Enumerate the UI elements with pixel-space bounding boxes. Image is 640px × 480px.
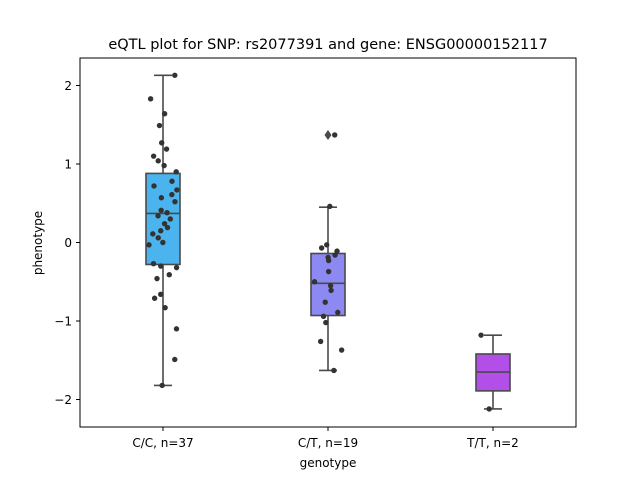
y-tick-label: −1 [54, 315, 72, 329]
data-point [155, 158, 161, 164]
box-group-3 [475, 334, 511, 410]
data-point [318, 245, 325, 251]
x-axis-label: genotype [300, 456, 357, 470]
data-point [327, 282, 334, 289]
data-point [154, 275, 160, 282]
iqr-box [310, 252, 346, 317]
data-point [167, 216, 173, 222]
data-point [331, 367, 337, 374]
data-point [335, 309, 341, 316]
data-point [158, 140, 165, 146]
data-point [325, 257, 332, 264]
data-point [320, 313, 327, 319]
chart-title: eQTL plot for SNP: rs2077391 and gene: E… [108, 37, 547, 53]
data-point [332, 252, 338, 258]
data-point [328, 287, 334, 294]
data-point [164, 209, 170, 216]
y-tick-label: 0 [64, 236, 72, 250]
data-point [478, 332, 484, 338]
data-point [317, 338, 324, 345]
data-point [158, 228, 164, 234]
x-tick-label: C/C, n=37 [132, 436, 193, 450]
data-point [173, 169, 179, 175]
data-point [172, 198, 178, 205]
data-point [160, 239, 166, 246]
data-point [158, 195, 165, 201]
y-tick-label: 1 [64, 157, 72, 171]
data-point [332, 132, 338, 138]
data-point [323, 319, 329, 326]
data-point [156, 122, 163, 129]
x-tick-label: T/T, n=2 [466, 436, 519, 450]
data-point [172, 356, 178, 363]
data-point [311, 279, 318, 285]
data-point [327, 203, 333, 210]
y-tick-label: 2 [64, 79, 72, 93]
data-point [146, 242, 152, 248]
data-point [163, 146, 170, 152]
data-point [164, 224, 171, 231]
y-axis-label: phenotype [31, 211, 45, 275]
data-point [169, 178, 175, 184]
data-point [486, 406, 492, 412]
strip-points-1 [146, 72, 180, 389]
data-point [338, 347, 345, 353]
data-point [151, 183, 157, 189]
data-point [161, 162, 167, 169]
data-point [161, 111, 168, 117]
data-point [166, 271, 172, 278]
data-point [151, 295, 158, 301]
data-point [155, 235, 161, 241]
data-point [173, 264, 180, 271]
axes: −2 −1 0 1 2 C/C, n=37 C/T, n=19 T/T, n=2 [54, 79, 519, 450]
data-point [150, 231, 156, 237]
data-point [169, 191, 175, 198]
data-point [324, 242, 330, 248]
box-group-1 [145, 74, 181, 387]
data-point [158, 291, 164, 298]
data-point [322, 299, 328, 305]
data-point [150, 153, 157, 159]
data-point [158, 207, 164, 214]
data-point [162, 304, 168, 311]
data-point [173, 326, 180, 332]
data-point [158, 263, 164, 269]
data-point [147, 96, 154, 102]
data-point [155, 213, 161, 219]
x-tick-label: C/T, n=19 [298, 436, 358, 450]
strip-points-2 [311, 132, 345, 374]
box-group-2 [310, 129, 346, 372]
iqr-box [145, 172, 181, 266]
data-point [325, 268, 332, 275]
outlier-marker [324, 129, 332, 140]
data-point [174, 187, 180, 193]
data-point [150, 260, 157, 267]
plot-area [145, 72, 511, 412]
strip-points-3 [478, 332, 492, 412]
data-point [159, 382, 165, 389]
y-tick-label: −2 [54, 393, 72, 407]
data-point [161, 220, 168, 227]
data-point [172, 72, 178, 78]
